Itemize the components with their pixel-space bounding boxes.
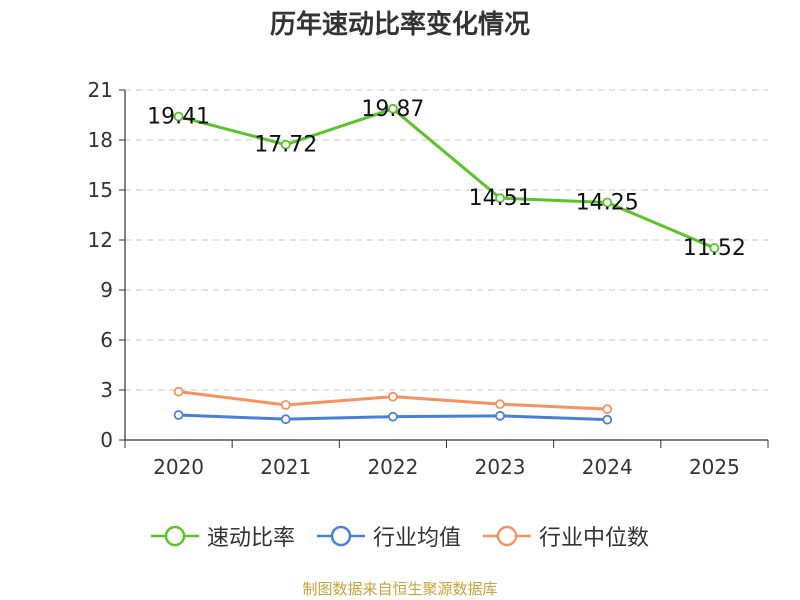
data-point — [173, 111, 184, 122]
series-line — [178, 107, 716, 250]
data-point — [280, 400, 291, 410]
data-point — [280, 139, 291, 150]
data-label: 14.25 — [576, 191, 639, 216]
y-tick-label: 21 — [88, 78, 113, 102]
data-label: 14.51 — [469, 186, 532, 211]
y-tick-label: 0 — [100, 428, 113, 452]
y-tick-label: 9 — [100, 278, 113, 302]
data-point — [602, 404, 613, 415]
series-layer — [173, 103, 720, 425]
x-tick-label: 2022 — [367, 455, 418, 479]
data-point — [173, 386, 184, 397]
data-point — [495, 399, 505, 410]
data-point — [173, 410, 184, 420]
x-tick-label: 2020 — [153, 455, 204, 479]
data-source-note: 制图数据来自恒生聚源数据库 — [302, 580, 498, 598]
data-point — [280, 414, 291, 425]
data-point — [388, 411, 398, 422]
legend-item-industry-mean[interactable]: 行业均值 — [316, 520, 461, 552]
data-label: 11.52 — [683, 236, 746, 261]
data-label: 19.87 — [361, 97, 424, 122]
legend-item-quick-ratio[interactable]: 速动比率 — [150, 520, 295, 552]
y-tick-label: 15 — [88, 178, 113, 202]
y-tick-label: 12 — [88, 228, 113, 252]
legend-line-icon — [316, 525, 365, 547]
x-tick-label: 2021 — [260, 455, 311, 479]
grid-layer — [125, 89, 768, 391]
data-label: 17.72 — [254, 133, 317, 158]
x-tick-label: 2023 — [475, 455, 526, 479]
data-point — [388, 391, 398, 402]
y-tick-label: 6 — [100, 328, 113, 352]
data-point — [495, 410, 505, 421]
axis-layer: 0 3 6 9 12 15 18 21 2020 2021 2022 2023 2024 2025 — [88, 78, 769, 479]
data-point — [602, 197, 613, 208]
data-label: 19.41 — [147, 105, 210, 130]
data-point — [388, 103, 398, 114]
data-label-layer: 19.41 17.72 19.87 14.51 14.25 11.52 — [147, 97, 746, 261]
legend-label: 行业中位数 — [539, 526, 650, 551]
data-point — [709, 243, 720, 253]
legend: 速动比率 行业均值 行业中位数 — [0, 520, 800, 552]
x-tick-label: 2024 — [582, 455, 633, 479]
legend-item-industry-median[interactable]: 行业中位数 — [483, 520, 649, 552]
legend-line-icon — [483, 525, 531, 547]
data-point — [495, 193, 505, 204]
legend-label: 速动比率 — [206, 526, 295, 551]
y-tick-label: 3 — [100, 378, 113, 402]
x-tick-label: 2025 — [689, 455, 740, 479]
y-tick-label: 18 — [88, 128, 113, 152]
chart-title: 历年速动比率变化情况 — [269, 10, 530, 40]
legend-label: 行业均值 — [372, 526, 461, 551]
data-point — [602, 414, 613, 425]
legend-line-icon — [150, 525, 199, 547]
